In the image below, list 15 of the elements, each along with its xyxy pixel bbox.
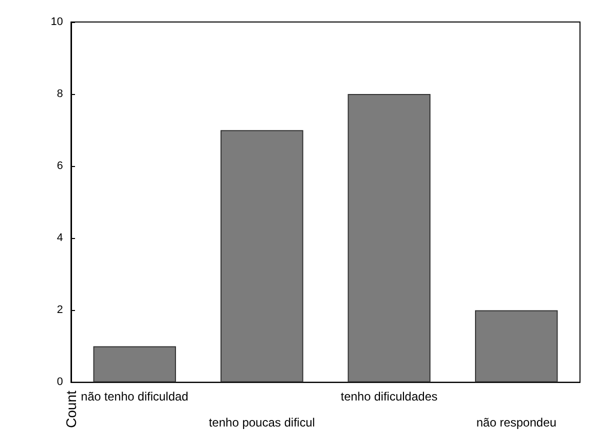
- y-tick-label: 10: [50, 16, 63, 28]
- y-tick-label: 8: [56, 88, 63, 100]
- x-tick-label: tenho dificuldades: [340, 390, 438, 404]
- y-tick-label: 2: [56, 304, 63, 316]
- bar: [475, 310, 558, 382]
- y-tick-label: 6: [56, 160, 63, 172]
- x-tick-label: não respondeu: [476, 416, 556, 430]
- y-tick-label: 0: [56, 376, 63, 388]
- bar: [348, 94, 430, 382]
- bar: [93, 346, 176, 382]
- x-tick-label: tenho poucas dificul: [208, 416, 315, 430]
- bar: [220, 130, 304, 382]
- x-tick-label: não tenho dificuldad: [80, 390, 188, 404]
- y-axis-title: Count: [63, 390, 79, 428]
- y-tick-label: 4: [56, 232, 63, 244]
